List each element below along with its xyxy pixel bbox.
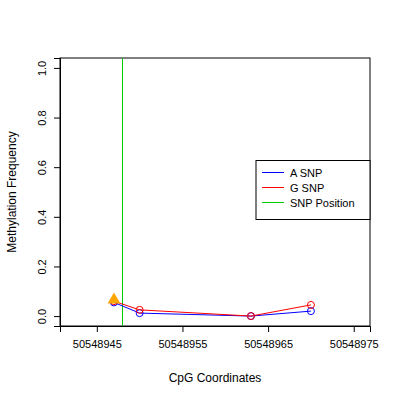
legend-label: A SNP bbox=[290, 167, 322, 179]
y-tick-label: 0.6 bbox=[36, 160, 48, 175]
x-tick-label: 50548945 bbox=[73, 338, 122, 350]
y-tick-label: 1.0 bbox=[36, 61, 48, 76]
series-line bbox=[114, 301, 311, 316]
series-point bbox=[247, 313, 254, 320]
snp-position-line bbox=[122, 58, 123, 326]
chart: 505489455054895550548965505489750.00.20.… bbox=[0, 0, 400, 400]
plot-frame bbox=[60, 58, 370, 326]
y-tick-mark bbox=[54, 217, 60, 218]
series-point bbox=[136, 306, 143, 313]
legend-box bbox=[256, 161, 370, 220]
y-axis-title: Methylation Frequency bbox=[5, 131, 19, 252]
y-tick: 0.6 bbox=[36, 160, 60, 175]
plot: 505489455054895550548965505489750.00.20.… bbox=[36, 58, 379, 350]
y-axis-line bbox=[54, 59, 61, 327]
x-tick-label: 50548975 bbox=[330, 338, 379, 350]
y-tick: 0.2 bbox=[36, 259, 60, 274]
legend-swatch bbox=[262, 202, 284, 203]
y-tick-label: 0.8 bbox=[36, 110, 48, 125]
x-axis-line bbox=[61, 327, 371, 333]
x-tick: 50548945 bbox=[73, 326, 122, 350]
y-tick: 0.4 bbox=[36, 210, 60, 225]
y-tick: 0.8 bbox=[36, 110, 60, 125]
y-tick: 1.0 bbox=[36, 61, 60, 76]
y-tick: 0.0 bbox=[36, 309, 60, 324]
x-axis: 50548945 50548955 50548965 50548975 bbox=[61, 326, 379, 350]
x-tick: 50548965 bbox=[244, 326, 293, 350]
x-tick-label: 50548965 bbox=[244, 338, 293, 350]
y-tick-mark bbox=[54, 118, 60, 119]
y-tick-mark bbox=[54, 167, 60, 168]
x-tick: 50548975 bbox=[330, 326, 379, 350]
y-tick-mark bbox=[54, 266, 60, 267]
y-tick-label: 0.4 bbox=[36, 210, 48, 225]
series-point bbox=[307, 301, 314, 308]
y-tick-label: 0.0 bbox=[36, 309, 48, 324]
highlight-point bbox=[108, 293, 121, 304]
x-axis-title: CpG Coordinates bbox=[169, 371, 262, 385]
y-tick-label: 0.2 bbox=[36, 259, 48, 274]
legend-swatch bbox=[262, 172, 284, 173]
legend: A SNP G SNP SNP Position bbox=[256, 161, 370, 220]
y-axis: 0.0 0.2 0.4 0.6 0.8 1.0 bbox=[36, 59, 61, 327]
x-tick-mark bbox=[97, 326, 98, 332]
legend-label: G SNP bbox=[290, 182, 324, 194]
x-tick-mark bbox=[268, 326, 269, 332]
x-tick-label: 50548955 bbox=[158, 338, 207, 350]
x-tick: 50548955 bbox=[158, 326, 207, 350]
y-tick-mark bbox=[54, 68, 60, 69]
y-tick-mark bbox=[54, 316, 60, 317]
legend-swatch bbox=[262, 187, 284, 188]
x-tick-mark bbox=[354, 326, 355, 332]
legend-label: SNP Position bbox=[290, 197, 355, 209]
x-tick-mark bbox=[182, 326, 183, 332]
